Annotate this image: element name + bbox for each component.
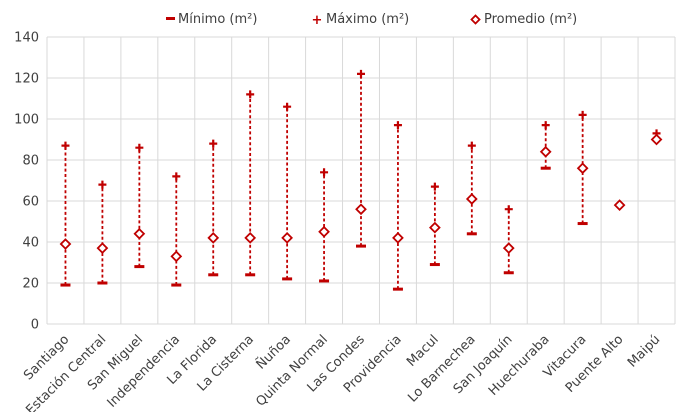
- min-marker: [392, 287, 403, 291]
- min-marker: [245, 273, 256, 277]
- legend-min-marker: [166, 17, 175, 20]
- min-marker: [171, 283, 182, 287]
- avg-marker: [244, 232, 257, 244]
- max-marker: [504, 205, 513, 214]
- avg-marker: [650, 133, 663, 146]
- max-marker: [246, 90, 255, 99]
- avg-marker: [539, 145, 552, 158]
- max-marker: [357, 69, 365, 78]
- legend-item-min[interactable]: Mínimo (m²): [166, 12, 257, 27]
- avg-marker: [281, 232, 293, 244]
- min-marker: [356, 244, 366, 248]
- avg-marker: [576, 162, 589, 175]
- max-marker: [467, 141, 476, 150]
- min-marker: [577, 222, 588, 226]
- max-marker: [135, 143, 144, 152]
- max-marker: [61, 141, 70, 150]
- avg-marker: [392, 232, 404, 244]
- plot-area: [59, 69, 663, 291]
- max-marker: [98, 180, 107, 189]
- max-marker: [320, 168, 329, 177]
- legend-max-marker: +: [312, 13, 323, 28]
- legend-avg-label: Promedio (m²): [484, 12, 577, 27]
- avg-marker: [133, 227, 146, 240]
- y-tick-label: 40: [22, 236, 39, 251]
- max-marker: [283, 102, 292, 111]
- min-marker: [540, 166, 551, 170]
- min-marker: [503, 271, 514, 275]
- avg-marker: [613, 199, 626, 211]
- legend-max-label: Máximo (m²): [326, 12, 409, 27]
- legend-item-avg[interactable]: Promedio (m²): [470, 12, 578, 27]
- avg-marker: [318, 225, 330, 238]
- min-marker: [319, 279, 330, 283]
- avg-marker: [170, 250, 183, 263]
- y-tick-label: 140: [14, 31, 39, 46]
- max-marker: [578, 110, 587, 119]
- legend-item-max[interactable]: + Máximo (m²): [312, 12, 410, 28]
- min-marker: [60, 283, 71, 287]
- y-tick-label: 80: [22, 154, 39, 169]
- y-tick-label: 120: [14, 72, 39, 87]
- y-tick-label: 20: [22, 277, 39, 292]
- avg-marker: [207, 232, 220, 244]
- avg-marker: [355, 203, 367, 216]
- min-marker: [429, 263, 440, 267]
- y-tick-label: 60: [22, 195, 39, 210]
- legend: Mínimo (m²) + Máximo (m²) Promedio (m²): [166, 12, 577, 28]
- y-axis: 0 20 40 60 80 100 120 140: [14, 31, 39, 333]
- min-marker: [282, 277, 293, 281]
- max-marker: [209, 139, 218, 148]
- min-marker: [466, 232, 477, 236]
- y-tick-label: 100: [14, 113, 39, 128]
- min-marker: [208, 273, 219, 277]
- avg-marker: [502, 242, 515, 255]
- max-marker: [541, 121, 550, 130]
- y-tick-label: 0: [31, 318, 39, 333]
- min-marker: [97, 281, 108, 285]
- legend-avg-marker: [470, 14, 481, 25]
- min-marker: [134, 265, 145, 269]
- avg-marker: [59, 238, 72, 250]
- x-tick-label: Maipú: [625, 332, 663, 370]
- legend-min-label: Mínimo (m²): [178, 12, 257, 27]
- max-marker: [393, 121, 402, 130]
- max-marker: [430, 182, 439, 191]
- avg-marker: [429, 221, 441, 234]
- avg-marker: [465, 193, 478, 205]
- avg-marker: [96, 242, 109, 255]
- max-marker: [172, 172, 181, 181]
